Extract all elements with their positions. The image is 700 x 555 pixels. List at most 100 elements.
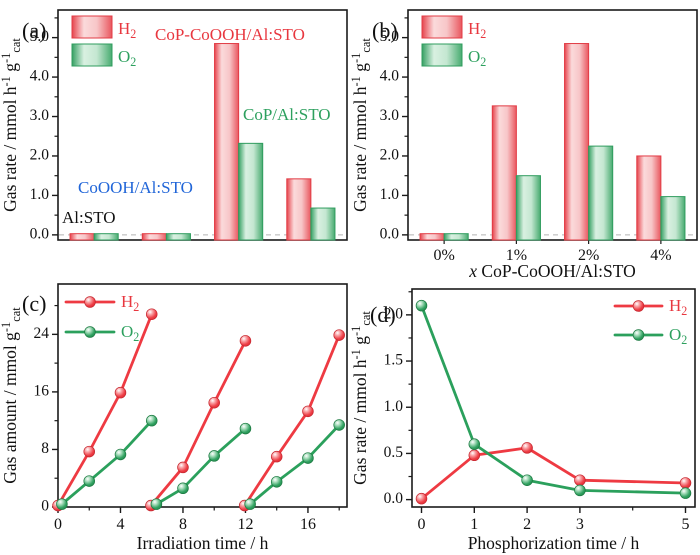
y-tick-label: 4.0 [380,68,400,85]
legend-swatch-o2 [71,43,113,67]
x-tick-label: 1 [470,516,478,533]
bar-o2 [93,233,119,241]
legend-label-o2: O2 [118,47,136,69]
legend-label-o2: O2 [121,322,139,344]
panel-d: 0.0 0.5 1.0 1.5 2.0 0 1 2 3 5 H2 O2 (d) Phosphorizati… [350,280,700,555]
marker-h2 [177,461,189,474]
y-axis: 0.0 0.5 1.0 1.5 2.0 [384,291,412,507]
marker-h2 [468,449,481,462]
y-tick-label: 0.0 [30,225,50,242]
panel-a-chart: 0.0 1.0 2.0 3.0 4.0 5.0 Al:STO CoOOH/Al:STO CoP-… [0,9,348,242]
y-tick-label: 1.0 [384,398,404,415]
marker-o2 [333,419,345,431]
annotation-coooh-al-sto: CoOOH/Al:STO [78,178,193,197]
marker-h2 [239,335,252,347]
bar-o2 [310,207,336,241]
legend-label-h2: H2 [669,296,687,318]
marker-o2 [83,475,95,487]
x-axis: 0 4 8 12 16 [54,507,340,533]
x-tick-label: 0 [418,516,426,533]
x-tick-label: 0 [54,516,62,533]
line-h2 [243,333,341,507]
y-tick-label: 0.0 [380,225,400,242]
legend-marker-h2 [632,300,645,312]
bar-h2 [141,233,167,241]
marker-h2 [521,442,533,454]
y-tick-label: 5.0 [30,28,50,45]
marker-o2 [468,438,481,450]
x-axis-title: Phosphorization time / h [468,533,640,553]
y-tick-label: 2.0 [30,147,50,164]
x-axis-title: x CoP-CoOOH/Al:STO [468,261,635,280]
x-tick-label: 8 [179,516,187,533]
marker-h2 [302,405,314,418]
y-axis: 0.0 1.0 2.0 3.0 4.0 5.0 [380,17,408,242]
y-tick-label: 2.0 [384,305,404,322]
marker-o2 [145,414,158,427]
bar-o2 [443,233,469,241]
marker-o2 [208,450,220,462]
legend-label-o2: O2 [468,47,486,69]
x-tick-label: 4% [650,247,671,264]
y-tick-label: 4.0 [30,68,50,85]
y-tick-label: 3.0 [380,107,400,124]
line-h2 [149,339,247,507]
bar-h2 [636,155,662,241]
marker-o2 [56,498,68,510]
legend-label-h2: H2 [118,19,136,41]
panel-d-chart: 0.00.51.01.52.00 1 2 3 5H2O2(d)Phosphorizati… [350,288,696,553]
bar-h2 [419,233,445,241]
x-tick-label: 2 [523,516,531,533]
annotation-cop-coooh-al-sto: CoP-CoOOH/Al:STO [155,25,305,44]
y-tick-label: 8 [41,440,49,457]
marker-h2 [114,386,127,399]
line-o2 [248,423,341,506]
plot-frame [407,9,698,241]
x-axis: 0% 1% 2% 4% [433,240,672,264]
marker-o2 [244,498,256,510]
line-o2 [155,427,247,506]
y-tick-label: 1.0 [380,186,400,203]
bar-o2 [515,175,541,241]
legend-label-h2: H2 [121,292,139,314]
marker-o2 [679,487,692,499]
x-tick-label: 0% [433,247,454,264]
bar-h2 [491,105,517,241]
panel-b: 0.0 1.0 2.0 3.0 4.0 5.0 0% 1% 2% 4% H2 O2 (b) x CoP-C… [350,0,700,280]
marker-o2 [574,484,586,497]
marker-o2 [270,476,283,488]
panel-a: 0.0 1.0 2.0 3.0 4.0 5.0 Al:STO CoOOH/Al:STO CoP-… [0,0,350,280]
y-tick-label: 1.5 [384,352,404,369]
y-tick-label: 1.0 [30,186,50,203]
annotation-cop-al-sto: CoP/Al:STO [243,105,331,124]
legend-marker-h2 [84,296,96,308]
marker-h2 [208,396,220,409]
panel-letter: (a) [22,18,46,43]
plot-frame [57,283,348,508]
x-tick-label: 2% [578,247,599,264]
plot-frame [57,9,348,241]
legend-swatch-h2 [421,15,463,39]
x-axis-title: Irradiation time / h [137,533,269,553]
panel-letter: (b) [372,18,398,43]
legend-marker-o2 [84,326,96,338]
marker-h2 [83,445,95,458]
marker-o2 [239,422,252,435]
bar-h2 [69,233,95,241]
marker-o2 [521,474,533,486]
x-tick-label: 3 [576,516,584,533]
bar-h2 [564,43,590,241]
marker-h2 [574,474,586,486]
y-axis: 0.0 1.0 2.0 3.0 4.0 5.0 [30,17,58,242]
legend-label-h2: H2 [468,19,486,41]
plot-frame [411,288,696,508]
bar-o2 [165,233,191,241]
bar-h2 [214,43,240,241]
y-tick-label: 24 [34,325,50,342]
bar-o2 [588,145,614,241]
x-tick-label: 5 [681,516,689,533]
panel-letter: (d) [370,302,396,327]
marker-o2 [114,448,127,461]
y-tick-label: 0.0 [384,490,404,507]
